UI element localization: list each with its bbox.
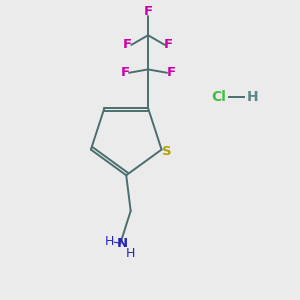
Text: F: F [123,38,132,51]
Text: F: F [167,66,176,79]
Text: H: H [105,235,115,248]
Text: H: H [247,89,258,103]
Text: S: S [162,145,172,158]
Text: H: H [126,247,135,260]
Text: F: F [143,5,153,18]
Text: Cl: Cl [211,89,226,103]
Text: N: N [117,237,128,250]
Text: F: F [121,66,130,79]
Text: F: F [164,38,173,51]
